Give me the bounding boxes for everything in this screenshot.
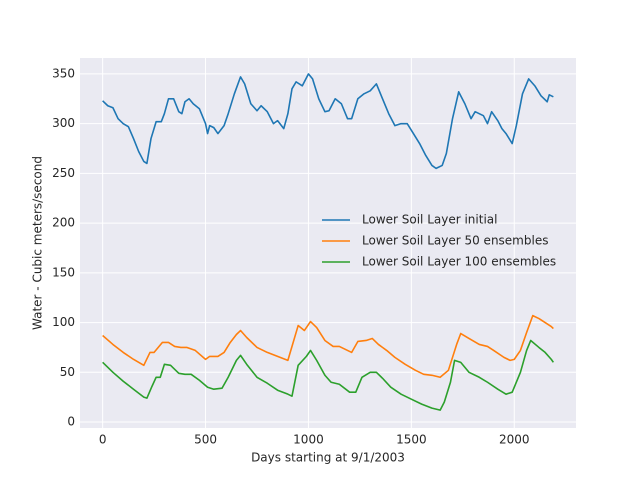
x-tick-label: 500 <box>194 433 217 447</box>
y-tick-label: 300 <box>52 116 75 130</box>
y-tick-label: 150 <box>52 265 75 279</box>
x-tick-label: 1000 <box>293 433 324 447</box>
data-line <box>102 73 554 170</box>
y-axis-label: Water - Cubic meters/second <box>31 156 45 330</box>
x-tick-label: 0 <box>99 433 107 447</box>
x-axis-label: Days starting at 9/1/2003 <box>251 451 405 465</box>
data-line <box>102 314 554 379</box>
y-tick-label: 0 <box>67 415 75 429</box>
y-tick-label: 100 <box>52 315 75 329</box>
legend-label: Lower Soil Layer initial <box>362 213 497 227</box>
legend-label: Lower Soil Layer 50 ensembles <box>362 234 548 248</box>
y-tick-label: 250 <box>52 166 75 180</box>
y-tick-label: 200 <box>52 216 75 230</box>
y-tick-label: 350 <box>52 66 75 80</box>
x-tick-label: 1500 <box>396 433 427 447</box>
legend-label: Lower Soil Layer 100 ensembles <box>362 255 556 269</box>
x-tick-label: 2000 <box>499 433 530 447</box>
data-line <box>102 339 555 411</box>
y-tick-label: 50 <box>60 365 75 379</box>
